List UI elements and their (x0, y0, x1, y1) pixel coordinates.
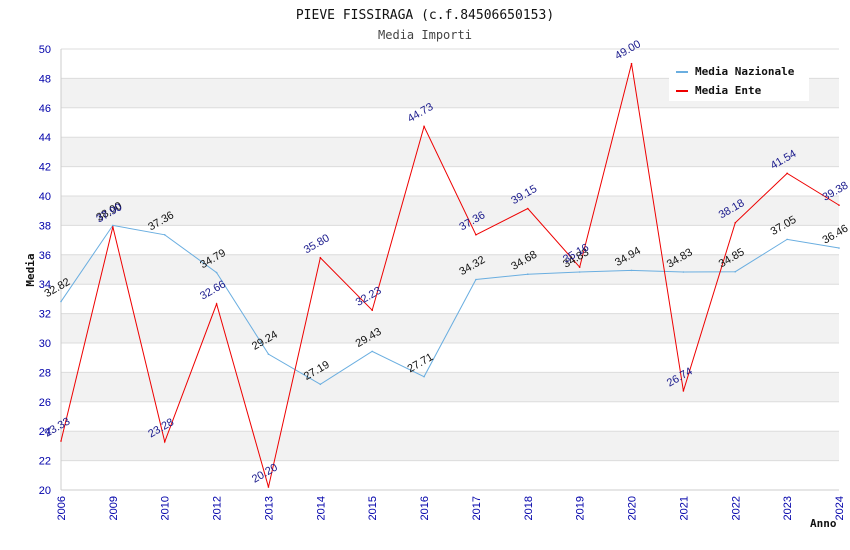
x-tick-label: 2006 (56, 496, 68, 520)
y-tick-label: 22 (39, 456, 51, 468)
data-point (319, 256, 322, 259)
grid-band (61, 196, 839, 226)
x-tick-labels: 2006 2009 2010 2012 2013 2014 2015 2016 2017 2018… (56, 496, 846, 520)
grid-band (61, 254, 839, 285)
y-tick-labels: 20 22 24 26 28 30 32 34 36 38 40 42 44 46 48 50 (39, 44, 51, 497)
x-tick-label: 2015 (367, 496, 379, 520)
data-point (838, 204, 840, 206)
x-tick-label: 2019 (575, 496, 587, 520)
data-point (786, 172, 788, 175)
y-tick-label: 38 (39, 220, 51, 232)
y-tick-label: 48 (39, 73, 51, 85)
y-axis-title: Media (24, 253, 37, 286)
x-tick-label: 2013 (263, 496, 275, 520)
y-tick-label: 42 (39, 162, 51, 174)
legend: Media Nazionale Media Ente (669, 60, 809, 101)
data-point (423, 375, 425, 378)
data-point (578, 266, 581, 268)
data-point (630, 62, 633, 65)
x-tick-label: 2009 (108, 496, 120, 520)
x-tick-label: 2010 (160, 496, 172, 520)
y-tick-label: 32 (39, 309, 51, 321)
x-tick-label: 2023 (782, 496, 794, 520)
data-point (163, 440, 166, 443)
data-label: 49.00 (613, 38, 643, 62)
data-point (527, 273, 529, 276)
data-point (734, 221, 737, 224)
series-lines (60, 62, 840, 488)
data-point (371, 350, 374, 353)
x-tick-label: 2014 (315, 496, 327, 520)
x-tick-label: 2016 (419, 496, 431, 520)
data-label: 20.20 (250, 462, 280, 486)
y-tick-label: 26 (39, 397, 51, 409)
data-label: 32.23 (354, 285, 384, 309)
x-axis-title: Anno (810, 517, 837, 530)
grid-bands (61, 78, 839, 461)
data-point (267, 486, 270, 488)
data-point (527, 207, 529, 210)
data-point (786, 238, 788, 241)
series-line-media-ente (60, 63, 840, 488)
data-point (423, 125, 425, 128)
data-point (734, 270, 737, 273)
data-label: 27.71 (406, 351, 436, 375)
data-point (578, 271, 581, 273)
series-line-media-nazionale (60, 224, 840, 385)
data-point (215, 271, 218, 274)
y-tick-label: 30 (39, 338, 51, 350)
grid-band (61, 372, 839, 402)
y-tick-label: 40 (39, 191, 51, 203)
x-tick-label: 2020 (627, 496, 639, 520)
legend-box (669, 60, 809, 101)
data-label: 36.46 (821, 222, 850, 246)
chart-subtitle: Media Importi (378, 28, 472, 42)
data-point (319, 383, 322, 386)
x-tick-label: 2021 (678, 496, 690, 520)
data-point (630, 269, 633, 272)
x-tick-label: 2012 (212, 496, 224, 520)
y-tick-label: 44 (39, 132, 51, 144)
y-tick-label: 24 (39, 426, 51, 438)
data-point (682, 271, 685, 273)
data-point (475, 234, 477, 236)
x-tick-label: 2017 (471, 496, 483, 520)
data-point (60, 440, 62, 442)
legend-label: Media Ente (695, 84, 762, 97)
chart-title: PIEVE FISSIRAGA (c.f.84506650153) (296, 8, 554, 23)
data-point (112, 226, 114, 228)
data-point (60, 300, 62, 303)
data-point (475, 278, 477, 281)
legend-label: Media Nazionale (695, 65, 795, 78)
data-label: 35.80 (302, 232, 332, 256)
y-tick-label: 20 (39, 485, 51, 497)
y-tick-label: 36 (39, 250, 51, 262)
grid-band (61, 431, 839, 461)
y-tick-label: 46 (39, 103, 51, 115)
x-tick-label: 2018 (523, 496, 535, 520)
grid-band (61, 137, 839, 167)
data-point (267, 353, 270, 355)
data-point (682, 390, 685, 392)
axes (60, 49, 839, 491)
y-tick-label: 50 (39, 44, 51, 56)
data-point (838, 247, 840, 249)
x-tick-label: 2022 (730, 496, 742, 520)
y-tick-label: 34 (39, 279, 51, 291)
data-point (112, 224, 114, 227)
y-tick-label: 28 (39, 367, 51, 379)
x-tick-label: 2024 (834, 496, 846, 520)
data-point (215, 303, 218, 305)
data-point (163, 234, 166, 236)
data-point (371, 309, 374, 312)
